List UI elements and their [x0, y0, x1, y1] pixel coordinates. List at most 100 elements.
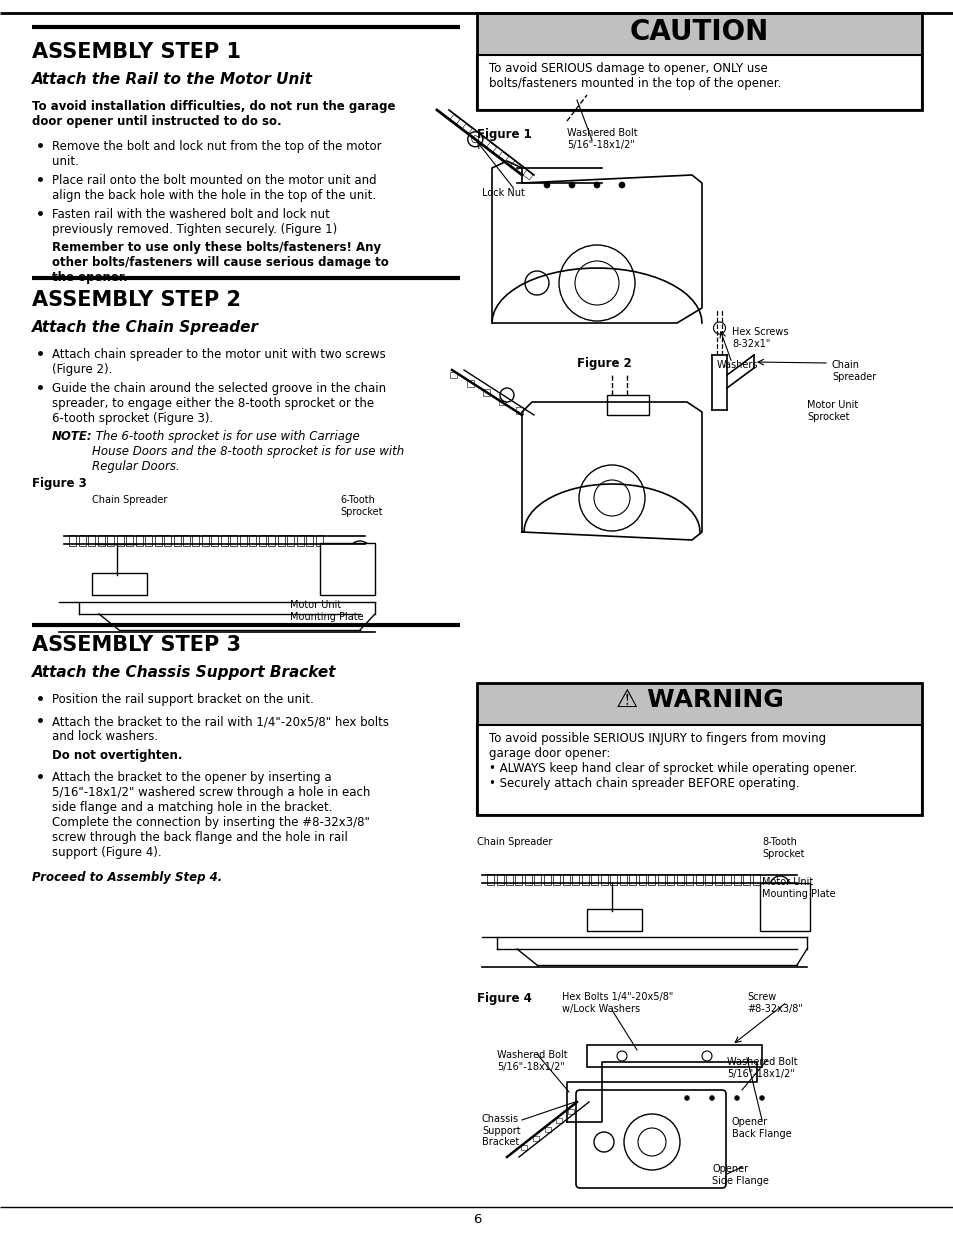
Text: Motor Unit
Mounting Plate: Motor Unit Mounting Plate	[290, 600, 363, 621]
Bar	[277, 535, 285, 546]
Bar	[482, 389, 490, 395]
Circle shape	[709, 1095, 714, 1100]
Bar	[183, 535, 190, 546]
Ellipse shape	[768, 876, 790, 902]
Bar	[498, 152, 508, 162]
Text: Opener
Side Flange: Opener Side Flange	[711, 1165, 768, 1186]
Circle shape	[568, 182, 575, 188]
Bar	[107, 535, 113, 546]
Bar	[516, 408, 522, 414]
Bar	[116, 535, 123, 546]
Text: CAUTION: CAUTION	[629, 19, 768, 46]
Text: ASSEMBLY STEP 2: ASSEMBLY STEP 2	[32, 290, 241, 310]
Text: Place rail onto the bolt mounted on the motor unit and
align the back hole with : Place rail onto the bolt mounted on the …	[52, 174, 376, 203]
Bar	[648, 873, 655, 884]
Bar	[553, 873, 560, 884]
Text: Motor Unit
Mounting Plate: Motor Unit Mounting Plate	[761, 877, 835, 899]
Bar	[268, 535, 275, 546]
Bar	[476, 14, 921, 110]
Bar	[258, 535, 266, 546]
Text: Hex Bolts 1/4"-20x5/8"
w/Lock Washers: Hex Bolts 1/4"-20x5/8" w/Lock Washers	[561, 992, 673, 1014]
Bar	[173, 535, 180, 546]
Bar	[677, 873, 683, 884]
Circle shape	[684, 1095, 689, 1100]
Bar	[496, 873, 503, 884]
Text: Attach the Chassis Support Bracket: Attach the Chassis Support Bracket	[32, 664, 336, 680]
Bar	[474, 133, 484, 143]
Bar	[629, 873, 636, 884]
Bar	[88, 535, 95, 546]
Text: Attach the Chain Spreader: Attach the Chain Spreader	[32, 320, 258, 335]
Bar	[450, 372, 456, 378]
Bar	[752, 873, 760, 884]
Text: 6: 6	[473, 1213, 480, 1226]
Bar	[705, 873, 712, 884]
Bar	[742, 873, 750, 884]
Bar	[534, 873, 541, 884]
Bar	[572, 873, 578, 884]
Bar	[91, 573, 147, 595]
Ellipse shape	[347, 541, 372, 569]
Bar	[578, 1099, 585, 1104]
Bar	[69, 535, 76, 546]
Bar	[287, 535, 294, 546]
Bar	[476, 683, 921, 725]
Bar	[306, 535, 314, 546]
Bar	[315, 535, 323, 546]
Text: Opener
Back Flange: Opener Back Flange	[731, 1116, 791, 1139]
Text: Chain
Spreader: Chain Spreader	[831, 359, 876, 382]
Circle shape	[471, 136, 478, 143]
Bar	[240, 535, 247, 546]
Bar	[510, 161, 520, 170]
Bar	[619, 873, 626, 884]
Bar	[154, 535, 161, 546]
Bar	[78, 535, 86, 546]
Text: Washered Bolt
5/16"-18x1/2": Washered Bolt 5/16"-18x1/2"	[497, 1050, 567, 1072]
Circle shape	[578, 466, 644, 531]
Text: Chassis
Support
Bracket: Chassis Support Bracket	[481, 1114, 520, 1147]
Circle shape	[499, 388, 514, 403]
Bar	[723, 873, 731, 884]
Bar	[462, 124, 472, 133]
FancyBboxPatch shape	[576, 1091, 725, 1188]
Text: To avoid SERIOUS damage to opener, ONLY use
bolts/fasteners mounted in the top o: To avoid SERIOUS damage to opener, ONLY …	[489, 62, 781, 90]
Bar	[591, 873, 598, 884]
Bar	[450, 115, 459, 124]
Text: Chain Spreader: Chain Spreader	[476, 837, 552, 847]
Text: Screw
#8-32x3/8": Screw #8-32x3/8"	[746, 992, 802, 1014]
Text: To avoid installation difficulties, do not run the garage
door opener until inst: To avoid installation difficulties, do n…	[32, 100, 395, 128]
Bar	[164, 535, 171, 546]
Bar	[319, 543, 375, 595]
Bar	[145, 535, 152, 546]
Bar	[505, 873, 513, 884]
Bar	[639, 873, 645, 884]
Bar	[486, 142, 497, 152]
Text: Washered Bolt
5/16"-18x1/2": Washered Bolt 5/16"-18x1/2"	[726, 1057, 797, 1078]
Text: Motor Unit
Sprocket: Motor Unit Sprocket	[806, 400, 858, 421]
Circle shape	[623, 1114, 679, 1170]
Text: Hex Screws
8-32x1": Hex Screws 8-32x1"	[731, 327, 788, 348]
Bar	[296, 535, 304, 546]
Bar	[193, 535, 199, 546]
Bar	[562, 873, 569, 884]
Bar	[696, 873, 702, 884]
Text: Chain Spreader: Chain Spreader	[91, 495, 167, 505]
Text: Attach the bracket to the rail with 1/4"-20x5/8" hex bolts
and lock washers.: Attach the bracket to the rail with 1/4"…	[52, 715, 389, 743]
Text: Remember to use only these bolts/fasteners! Any
other bolts/fasteners will cause: Remember to use only these bolts/fastene…	[52, 241, 388, 284]
Bar	[543, 873, 551, 884]
Text: ASSEMBLY STEP 1: ASSEMBLY STEP 1	[32, 42, 241, 62]
Bar	[667, 873, 674, 884]
Circle shape	[618, 182, 624, 188]
Bar	[567, 1109, 574, 1114]
Circle shape	[734, 1095, 739, 1100]
Text: Proceed to Assembly Step 4.: Proceed to Assembly Step 4.	[32, 871, 222, 884]
Text: Attach chain spreader to the motor unit with two screws
(Figure 2).: Attach chain spreader to the motor unit …	[52, 348, 385, 375]
Bar	[733, 873, 740, 884]
Bar	[476, 725, 921, 815]
Circle shape	[594, 1132, 614, 1152]
Circle shape	[575, 261, 618, 305]
Text: Remove the bolt and lock nut from the top of the motor
unit.: Remove the bolt and lock nut from the to…	[52, 140, 381, 168]
Bar	[524, 873, 532, 884]
Bar	[97, 535, 105, 546]
Circle shape	[638, 1128, 665, 1156]
